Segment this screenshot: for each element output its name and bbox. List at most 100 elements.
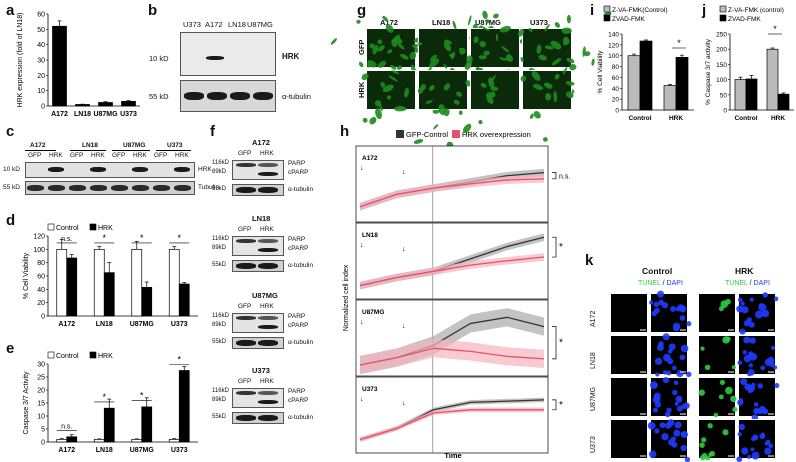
nucleus [764, 358, 772, 366]
sig-label: * [140, 391, 144, 401]
y-tick-label: 80 [612, 64, 620, 71]
blot-b-tubulin-band-1 [184, 92, 204, 100]
panel-letter-i: i [590, 2, 595, 19]
blot-f-mw: 116kD [212, 313, 229, 319]
nucleus [738, 423, 746, 431]
nucleus [761, 309, 770, 318]
cell [404, 87, 409, 98]
blot-f-label: cPARP [288, 397, 309, 404]
y-axis-label: HRK expression (fold of LN18) [17, 13, 24, 108]
nucleus [652, 407, 659, 413]
nucleus [740, 301, 745, 306]
nucleus [674, 401, 679, 406]
nucleus [754, 310, 763, 319]
legend-label: GFP-Control [406, 130, 448, 139]
legend-label: HRK overexpression [462, 130, 531, 139]
nucleus [667, 419, 675, 427]
bar [639, 40, 653, 111]
nucleus [700, 346, 705, 351]
tunel-micrograph [610, 419, 648, 459]
tubulin-band [153, 185, 170, 191]
panel-letter-h: h [340, 123, 350, 140]
cell [566, 14, 571, 24]
cell [443, 108, 450, 117]
micro-k-row-label: U87MG [590, 386, 597, 411]
nucleus [762, 292, 769, 298]
bar [66, 436, 78, 443]
sig-bracket [552, 399, 557, 411]
cell [386, 95, 392, 100]
cell [444, 39, 453, 45]
nucleus [673, 429, 681, 437]
y-tick-label: 15 [37, 401, 45, 408]
micro-k-stain-2: TUNEL / DAPI [725, 280, 770, 287]
blot-c-group-2: LN18 [82, 142, 98, 149]
micro-k-group-2: HRK [735, 266, 754, 276]
nucleus [759, 303, 764, 308]
y-axis-label: % Caspase 3/7 activity [705, 38, 712, 105]
blot-b-tubulin-band-2 [207, 92, 227, 100]
blot-b-tubulin-band-3 [230, 92, 250, 100]
tubulin-band [258, 263, 278, 269]
nucleus [757, 383, 764, 389]
micro-g-row-2: HRK [357, 81, 366, 98]
cell [358, 61, 364, 68]
y-tick-label: 25 [37, 375, 45, 382]
bar [121, 101, 136, 107]
dapi-label: DAPI [666, 280, 683, 287]
nucleus [654, 307, 660, 314]
y-tick-label: 60 [37, 12, 45, 19]
nucleus [654, 401, 662, 408]
blot-c-tubulin-strip [25, 181, 195, 195]
panel-letter-b: b [148, 2, 158, 19]
nucleus [746, 317, 752, 323]
sig-label: n.s. [61, 424, 72, 431]
cell-layer [518, 11, 612, 95]
blot-f-label: cPARP [288, 245, 309, 252]
nucleus [749, 337, 756, 344]
track-cell-label: A172 [362, 155, 378, 162]
cell [499, 57, 506, 61]
nucleus [725, 386, 733, 395]
nuclei-layer [640, 329, 646, 331]
bar [141, 406, 153, 443]
gfp-micrograph [443, 56, 545, 154]
cell [536, 44, 542, 54]
cell [591, 58, 595, 66]
sig-bracket [552, 326, 557, 360]
blot-c-mw-2: 55 kD [3, 184, 20, 191]
cell [382, 15, 389, 22]
cell [393, 34, 401, 43]
nucleus [730, 395, 737, 403]
x-tick-label: LN18 [96, 321, 113, 328]
gfp-micrograph [430, 10, 527, 95]
nucleus [666, 370, 672, 376]
tunel-micrograph [698, 377, 738, 418]
nucleus [737, 432, 742, 437]
bar [178, 370, 190, 443]
nucleus [741, 447, 749, 455]
x-tick-label: U373 [120, 111, 137, 118]
cell [545, 92, 552, 101]
panel-j-chart: 0 50 100 150 200 250 % Caspase 3/7 activity Con… [705, 5, 794, 122]
tubulin-band [111, 185, 128, 191]
y-tick-label: 120 [608, 42, 619, 49]
x-tick-label: U373 [171, 447, 188, 454]
tubulin-band [236, 340, 256, 346]
hrk-band [360, 175, 544, 211]
legend-label: ZVAD-FMK [728, 16, 761, 23]
nucleus [742, 350, 748, 355]
nucleus [686, 321, 692, 327]
nucleus [657, 290, 665, 298]
y-axis-label: % Cell Viability [597, 50, 604, 94]
cell [520, 75, 527, 82]
stain-separator: / [660, 280, 667, 287]
tubulin-band [236, 263, 256, 269]
nucleus [649, 300, 654, 305]
cell [429, 84, 435, 91]
bar [168, 439, 180, 443]
y-tick-label: 150 [716, 62, 727, 69]
y-tick-label: 0 [615, 108, 619, 115]
nucleus [748, 351, 754, 357]
bar [777, 93, 790, 111]
